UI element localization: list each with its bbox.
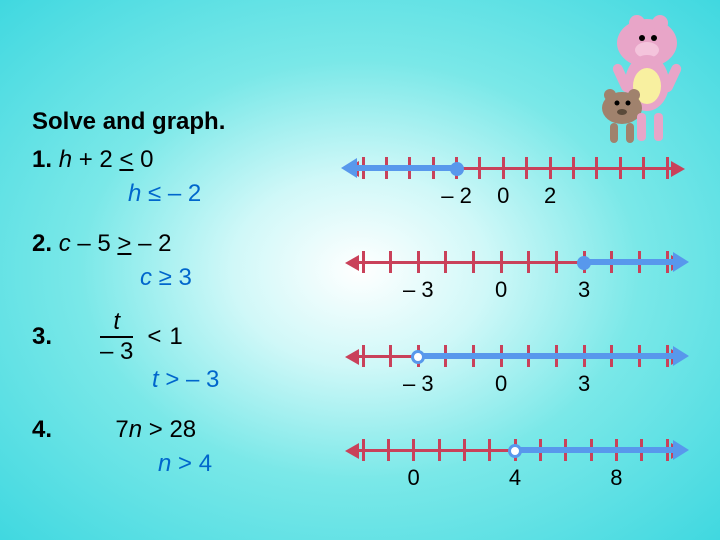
solution-arrow-icon bbox=[673, 440, 689, 460]
tick bbox=[488, 439, 491, 461]
axis-label: 3 bbox=[578, 277, 590, 303]
tick bbox=[478, 157, 481, 179]
solution-point bbox=[577, 256, 591, 270]
tick bbox=[387, 439, 390, 461]
numberline-2: – 3 0 3 bbox=[345, 239, 685, 309]
solution-ray bbox=[584, 259, 679, 265]
numberline-4: 0 4 8 bbox=[345, 427, 685, 497]
problem-2-number: 2. bbox=[32, 230, 52, 257]
solution-arrow-icon bbox=[673, 252, 689, 272]
axis-label: 0 bbox=[408, 465, 420, 491]
problem-1: 1. h + 2 < 0 h ≤ – 2 bbox=[32, 142, 372, 208]
problem-1-rel: < bbox=[119, 146, 133, 173]
tick bbox=[362, 439, 365, 461]
axis-label: – 3 bbox=[403, 277, 434, 303]
axis-label: 0 bbox=[495, 371, 507, 397]
axis-label: 2 bbox=[544, 183, 556, 209]
problem-1-var: h bbox=[59, 146, 72, 173]
problems-column: Solve and graph. 1. h + 2 < 0 h ≤ – 2 2.… bbox=[32, 108, 372, 496]
axis-label: 4 bbox=[509, 465, 521, 491]
problem-3: 3. t – 3 < 1 t > – 3 bbox=[32, 310, 372, 394]
problem-2: 2. c – 5 > – 2 c ≥ 3 bbox=[32, 226, 372, 292]
problem-1-number: 1. bbox=[32, 146, 52, 173]
solution-4: n > 4 bbox=[32, 450, 372, 478]
tick bbox=[500, 251, 503, 273]
problem-3-number: 3. bbox=[32, 319, 52, 355]
tick bbox=[525, 157, 528, 179]
numberline-1: – 2 0 2 bbox=[345, 145, 685, 215]
axis-label: 0 bbox=[497, 183, 509, 209]
tick bbox=[642, 157, 645, 179]
solution-1: h ≤ – 2 bbox=[32, 180, 372, 208]
axis-label: – 2 bbox=[441, 183, 472, 209]
tick bbox=[527, 251, 530, 273]
numberlines-column: – 2 0 2 – 3 0 3 – 3 0 3 0 4 8 bbox=[345, 145, 695, 521]
problem-3-fraction: t – 3 bbox=[100, 310, 133, 364]
solution-ray bbox=[418, 353, 679, 359]
axis-label: 8 bbox=[610, 465, 622, 491]
tick bbox=[572, 157, 575, 179]
solution-ray bbox=[351, 165, 457, 171]
tick bbox=[412, 439, 415, 461]
tick bbox=[619, 157, 622, 179]
tick bbox=[438, 439, 441, 461]
axis-label: – 3 bbox=[403, 371, 434, 397]
problem-3-expr: 3. t – 3 < 1 bbox=[32, 310, 372, 364]
solution-3: t > – 3 bbox=[32, 366, 372, 394]
solution-ray bbox=[515, 447, 679, 453]
solution-point bbox=[508, 444, 522, 458]
tick bbox=[472, 251, 475, 273]
problem-4-number: 4. bbox=[32, 416, 52, 443]
problem-1-expr: 1. h + 2 < 0 bbox=[32, 142, 372, 178]
tick bbox=[362, 345, 365, 367]
cartoon-icon bbox=[562, 8, 712, 148]
axis-label: 3 bbox=[578, 371, 590, 397]
tick bbox=[555, 251, 558, 273]
tick bbox=[549, 157, 552, 179]
tick bbox=[595, 157, 598, 179]
solution-point bbox=[450, 162, 464, 176]
tick bbox=[666, 157, 669, 179]
tick bbox=[389, 251, 392, 273]
tick bbox=[389, 345, 392, 367]
tick bbox=[502, 157, 505, 179]
problem-4: 4. 7n > 28 n > 4 bbox=[32, 412, 372, 478]
numberline-3: – 3 0 3 bbox=[345, 333, 685, 403]
solution-arrow-icon bbox=[341, 158, 357, 178]
tick bbox=[463, 439, 466, 461]
problem-4-expr: 4. 7n > 28 bbox=[32, 412, 372, 448]
solution-2: c ≥ 3 bbox=[32, 264, 372, 292]
tick bbox=[417, 251, 420, 273]
solution-arrow-icon bbox=[673, 346, 689, 366]
solution-point bbox=[411, 350, 425, 364]
problem-2-expr: 2. c – 5 > – 2 bbox=[32, 226, 372, 262]
heading: Solve and graph. bbox=[32, 108, 372, 136]
axis-label: 0 bbox=[495, 277, 507, 303]
tick bbox=[444, 251, 447, 273]
tick bbox=[362, 251, 365, 273]
